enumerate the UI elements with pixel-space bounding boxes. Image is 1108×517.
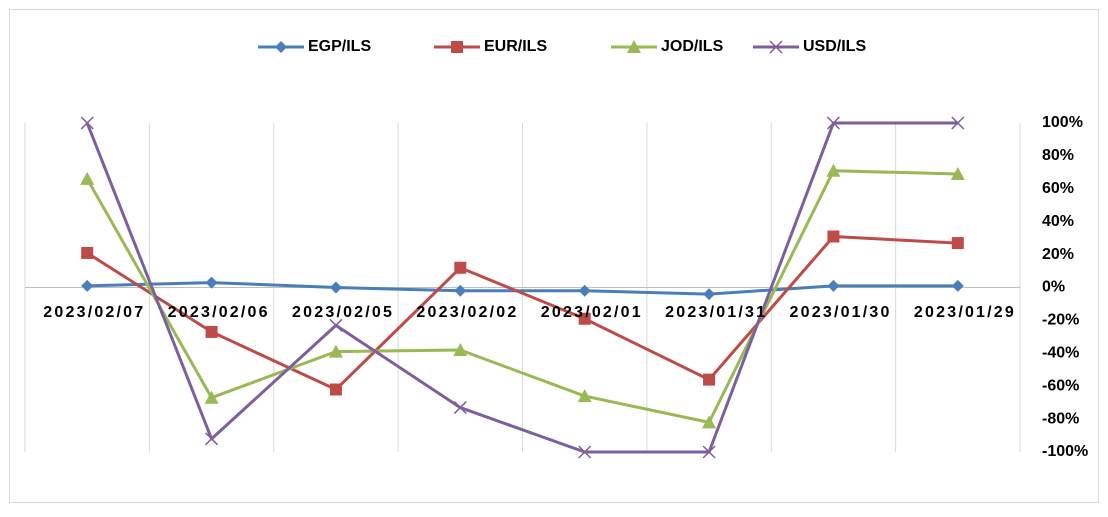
y-tick-label: 0% [1042, 279, 1065, 296]
marker [328, 344, 343, 358]
marker [275, 41, 287, 53]
y-tick-label: 60% [1042, 180, 1074, 197]
marker [329, 318, 343, 332]
y-tick-label: 40% [1042, 213, 1074, 230]
x-tick-label: 2023/01/30 [790, 304, 892, 321]
marker [578, 312, 591, 325]
series-line [87, 281, 958, 296]
marker [329, 383, 342, 396]
marker [453, 401, 467, 415]
legend-label: EGP/ILS [308, 38, 371, 55]
x-tick-label: 2023/02/01 [541, 304, 643, 321]
series-line [86, 235, 958, 391]
y-tick-label: -80% [1042, 410, 1079, 427]
x-tick-label: 2023/01/29 [914, 304, 1016, 321]
y-tick-label: -100% [1042, 443, 1088, 460]
series-line [85, 121, 958, 454]
y-tick-label: -40% [1042, 345, 1079, 362]
marker [951, 237, 964, 250]
marker [205, 432, 219, 446]
chart-border [9, 9, 1099, 503]
marker [451, 41, 463, 53]
marker [205, 325, 218, 338]
marker [204, 390, 219, 404]
marker [950, 166, 965, 180]
y-tick-label: 20% [1042, 246, 1074, 263]
marker [453, 343, 468, 357]
x-tick-label: 2023/02/07 [43, 304, 145, 321]
marker [454, 261, 467, 274]
marker [627, 40, 641, 53]
marker [80, 171, 95, 185]
marker [703, 288, 716, 301]
marker [826, 116, 840, 130]
marker [702, 415, 717, 429]
marker [454, 284, 467, 297]
marker [80, 116, 94, 130]
legend-label: JOD/ILS [661, 38, 724, 55]
y-tick-label: -60% [1042, 377, 1079, 394]
y-tick-label: -20% [1042, 312, 1079, 329]
marker [951, 116, 965, 130]
marker [578, 445, 592, 459]
marker [827, 230, 840, 243]
marker [703, 373, 716, 386]
legend-label: EUR/ILS [484, 38, 547, 55]
marker [769, 40, 783, 54]
marker [702, 445, 716, 459]
x-tick-label: 2023/02/06 [168, 304, 270, 321]
marker [205, 276, 218, 289]
marker [577, 389, 592, 403]
marker [827, 279, 840, 292]
marker [951, 279, 964, 292]
y-tick-label: 100% [1042, 114, 1083, 131]
marker [81, 246, 94, 259]
legend-label: USD/ILS [803, 38, 866, 55]
x-tick-label: 2023/02/02 [416, 304, 518, 321]
series-line [85, 169, 958, 424]
marker [826, 163, 841, 177]
marker [329, 281, 342, 294]
x-tick-label: 2023/01/31 [665, 304, 767, 321]
y-tick-label: 80% [1042, 147, 1074, 164]
marker [578, 284, 591, 297]
x-tick-label: 2023/02/05 [292, 304, 394, 321]
marker [81, 279, 94, 292]
